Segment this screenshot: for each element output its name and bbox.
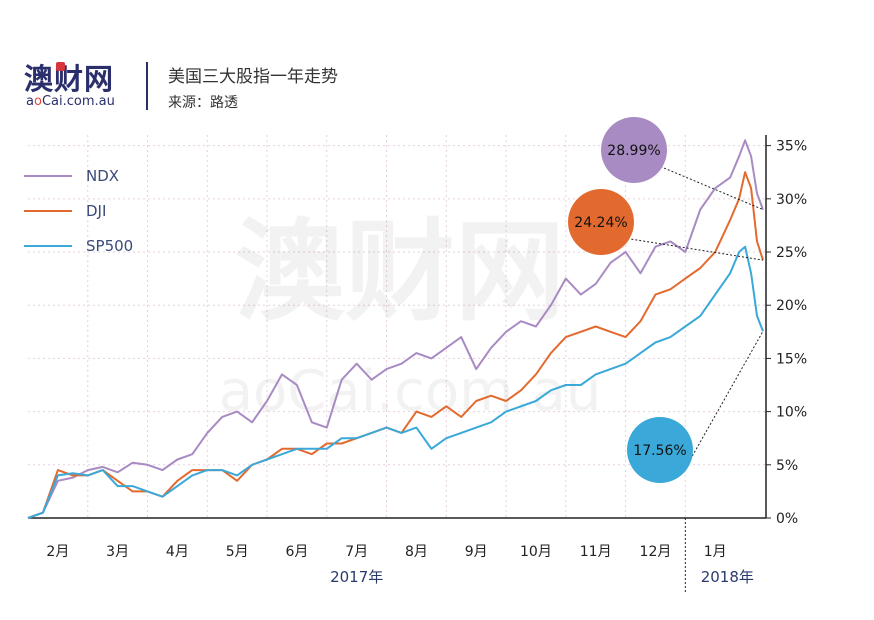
legend-label-dji: DJI xyxy=(86,202,106,220)
logo-subtext: aoCai.com.au xyxy=(26,94,115,109)
bubble-leader-ndx xyxy=(660,166,764,211)
end-label-sp500: 17.56% xyxy=(633,443,686,459)
x-tick-label: 1月 xyxy=(704,544,727,560)
header-divider xyxy=(146,62,148,110)
end-value-bubbles: 28.99% 24.24% 17.56% xyxy=(568,117,764,483)
y-tick-label: 25% xyxy=(776,245,807,261)
y-tick-label: 20% xyxy=(776,298,807,314)
y-tick-label: 5% xyxy=(776,458,798,474)
logo-sub-rest: Cai.com.au xyxy=(41,94,115,109)
watermark-text: 澳财网 xyxy=(235,208,565,336)
y-tick-label: 15% xyxy=(776,351,807,367)
logo-text: 澳财网 xyxy=(24,62,115,96)
logo-sub-a: a xyxy=(26,94,34,109)
x-tick-label: 10月 xyxy=(520,544,552,560)
series-line-sp500 xyxy=(27,245,764,519)
y-tick-label: 0% xyxy=(776,511,798,527)
bubble-leader-dji xyxy=(627,238,764,261)
y-tick-label: 35% xyxy=(776,139,807,155)
bubble-leader-sp500 xyxy=(685,330,764,467)
bubble-ndx xyxy=(601,117,667,183)
chart-title: 美国三大股指一年走势 xyxy=(168,67,338,87)
axes: 0% 5% 10% 15% 20% 25% 30% 35% 2月 3月 4月 5月 6月 7月 8月 9月 10… xyxy=(28,135,807,593)
x-tick-label: 4月 xyxy=(166,544,189,560)
flag-icon xyxy=(56,62,65,71)
logo-sub-o: o xyxy=(33,94,42,109)
x-tick-label: 9月 xyxy=(465,544,488,560)
legend-label-sp500: SP500 xyxy=(86,237,133,255)
watermark-subtext: aoCai.com.au xyxy=(219,359,602,424)
y-tick-label: 30% xyxy=(776,192,807,208)
year-label-2018: 2018年 xyxy=(701,568,754,586)
legend-label-ndx: NDX xyxy=(86,167,119,185)
y-tick-label: 10% xyxy=(776,405,807,421)
x-tick-label: 2月 xyxy=(46,544,69,560)
grid xyxy=(28,135,766,518)
bubble-dji xyxy=(568,189,634,255)
series-line-ndx xyxy=(27,139,764,519)
year-label-2017: 2017年 xyxy=(330,568,383,586)
x-tick-label: 8月 xyxy=(405,544,428,560)
header: 澳财网 aoCai.com.au 美国三大股指一年走势 来源：路透 xyxy=(0,0,874,120)
bubble-sp500 xyxy=(627,417,693,483)
x-tick-label: 7月 xyxy=(345,544,368,560)
x-tick-label: 6月 xyxy=(285,544,308,560)
legend: NDX DJI SP500 xyxy=(24,167,133,255)
x-tick-label: 3月 xyxy=(106,544,129,560)
series-lines xyxy=(27,139,764,519)
watermark: 澳财网 aoCai.com.au xyxy=(219,208,602,424)
x-tick-label: 11月 xyxy=(580,544,612,560)
x-tick-label: 5月 xyxy=(226,544,249,560)
x-tick-label: 12月 xyxy=(640,544,672,560)
end-label-dji: 24.24% xyxy=(574,215,627,231)
end-label-ndx: 28.99% xyxy=(607,143,660,159)
source-label: 来源：路透 xyxy=(168,95,238,111)
